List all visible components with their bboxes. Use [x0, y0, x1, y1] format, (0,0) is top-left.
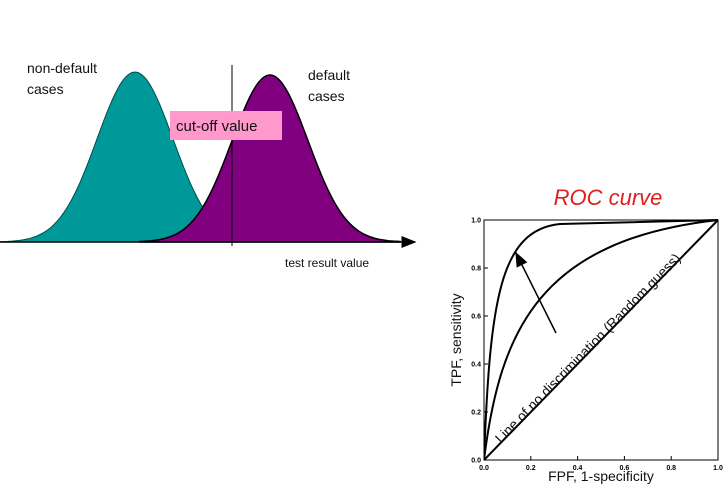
cutoff-label: cut-off value [176, 118, 257, 135]
diagonal [484, 219, 719, 461]
cutoff-box [170, 111, 282, 140]
roc-title: ROC curve [554, 185, 663, 210]
y-tick-label: 0.0 [471, 458, 481, 465]
y-tick-label: 0.8 [471, 266, 481, 273]
right-label: default [308, 67, 350, 83]
y-tick-label: 0.4 [471, 362, 481, 369]
roc-chart: ROC curve 0.0 0.2 0.4 0.6 0.8 1.0 0.0 0.2 0.4 0.6… [448, 185, 723, 484]
y-tick-label: 0.6 [471, 314, 481, 321]
axis-label: test result value [285, 256, 369, 270]
default-curve [139, 74, 401, 243]
plot-frame [483, 219, 719, 461]
x-tick-label: 0.8 [666, 465, 676, 472]
x-tick-label: 0.2 [526, 465, 536, 472]
left-label: cases [27, 81, 64, 97]
left-label: non-default [27, 60, 97, 76]
x-tick-label: 1.0 [713, 465, 723, 472]
improvement-arrow [515, 251, 557, 334]
y-tick-label: 0.2 [471, 410, 481, 417]
diagonal-label: Line of no discrimination (Random guess) [492, 250, 684, 446]
y-axis-label: TPF, sensitivity [448, 293, 464, 386]
roc-curve-mid [484, 219, 719, 461]
right-label: cases [308, 88, 345, 104]
distributions: cut-off value non-default cases default … [0, 60, 417, 270]
x-tick-label: 0.4 [573, 465, 583, 472]
x-axis-label: FPF, 1-specificity [548, 468, 654, 484]
y-tick-label: 1.0 [471, 218, 481, 225]
x-tick-label: 0.0 [479, 465, 489, 472]
roc-curve-good [484, 219, 719, 461]
x-tick-label: 0.6 [620, 465, 630, 472]
